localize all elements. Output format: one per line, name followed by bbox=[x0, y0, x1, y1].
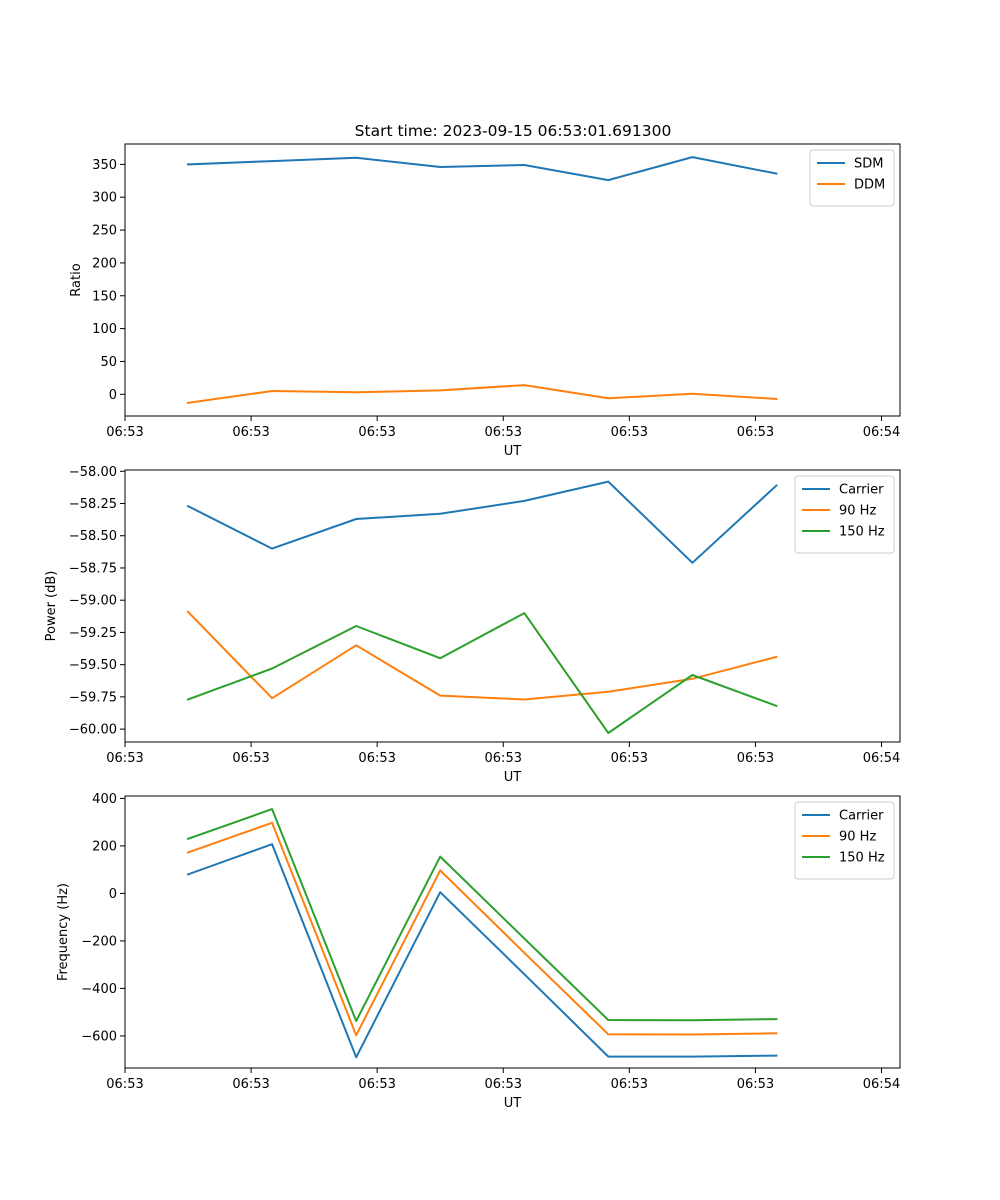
x-tick-label: 06:53 bbox=[485, 425, 522, 440]
series-line-carrier bbox=[186, 843, 778, 1059]
chart-title: Start time: 2023-09-15 06:53:01.691300 bbox=[355, 122, 672, 140]
series-line-150-hz bbox=[186, 612, 778, 734]
x-tick-label: 06:54 bbox=[863, 425, 900, 440]
legend-label: 150 Hz bbox=[839, 851, 885, 866]
legend-box bbox=[794, 801, 895, 880]
legend: SDM DDM bbox=[809, 149, 895, 207]
legend-label: DDM bbox=[854, 178, 885, 193]
legend-label: 90 Hz bbox=[839, 830, 876, 845]
y-tick-label: 200 bbox=[92, 256, 117, 271]
x-tick-label: 06:53 bbox=[485, 751, 522, 766]
axes-frame bbox=[124, 469, 901, 743]
x-tick-label: 06:53 bbox=[737, 1077, 774, 1092]
x-tick-label: 06:54 bbox=[863, 1077, 900, 1092]
x-tick-label: 06:53 bbox=[611, 1077, 648, 1092]
x-tick-label: 06:53 bbox=[232, 425, 269, 440]
y-tick-label: −400 bbox=[81, 982, 117, 997]
axes-frame bbox=[124, 143, 901, 417]
series-line-carrier bbox=[186, 480, 778, 564]
axes-frame bbox=[124, 795, 901, 1069]
x-tick-label: 06:53 bbox=[232, 1077, 269, 1092]
x-tick-label: 06:53 bbox=[358, 1077, 395, 1092]
legend-label: SDM bbox=[854, 157, 883, 172]
y-tick-label: 100 bbox=[92, 322, 117, 337]
x-tick-label: 06:53 bbox=[737, 425, 774, 440]
y-tick-label: −59.25 bbox=[69, 626, 117, 641]
y-tick-label: 250 bbox=[92, 224, 117, 239]
y-tick-label: 0 bbox=[109, 887, 117, 902]
y-tick-label: −59.75 bbox=[69, 690, 117, 705]
x-axis-label: UT bbox=[504, 770, 522, 785]
y-tick-label: −200 bbox=[81, 934, 117, 949]
legend-box bbox=[794, 475, 895, 554]
y-tick-label: 400 bbox=[92, 792, 117, 807]
y-tick-label: 150 bbox=[92, 289, 117, 304]
series-line-ddm bbox=[186, 384, 778, 405]
legend-label: 90 Hz bbox=[839, 504, 876, 519]
y-tick-label: 300 bbox=[92, 191, 117, 206]
y-tick-label: −59.00 bbox=[69, 594, 117, 609]
x-axis-label: UT bbox=[504, 444, 522, 459]
series-line-90-hz bbox=[186, 821, 778, 1037]
y-tick-label: 350 bbox=[92, 158, 117, 173]
y-tick-label: −58.25 bbox=[69, 497, 117, 512]
x-tick-label: 06:53 bbox=[106, 751, 143, 766]
y-tick-label: 50 bbox=[100, 355, 117, 370]
y-tick-label: −58.50 bbox=[69, 529, 117, 544]
y-tick-label: −58.75 bbox=[69, 561, 117, 576]
series-line-150-hz bbox=[186, 808, 778, 1022]
y-tick-label: −59.50 bbox=[69, 658, 117, 673]
legend: Carrier 90 Hz 150 Hz bbox=[794, 801, 895, 880]
x-tick-label: 06:53 bbox=[485, 1077, 522, 1092]
legend: Carrier 90 Hz 150 Hz bbox=[794, 475, 895, 554]
y-tick-label: −600 bbox=[81, 1029, 117, 1044]
subplot-2: 06:53 06:53 06:53 06:53 06:53 06:53 06:54 UT −58… bbox=[44, 465, 901, 785]
y-tick-label: −60.00 bbox=[69, 723, 117, 738]
x-axis-label: UT bbox=[504, 1096, 522, 1111]
x-tick-label: 06:53 bbox=[358, 425, 395, 440]
x-tick-label: 06:53 bbox=[358, 751, 395, 766]
x-tick-label: 06:54 bbox=[863, 751, 900, 766]
x-tick-label: 06:53 bbox=[611, 425, 648, 440]
legend-label: Carrier bbox=[839, 483, 884, 498]
x-tick-label: 06:53 bbox=[232, 751, 269, 766]
y-axis-label: Frequency (Hz) bbox=[56, 883, 71, 981]
x-tick-label: 06:53 bbox=[737, 751, 774, 766]
y-tick-label: −58.00 bbox=[69, 465, 117, 480]
y-axis-label: Ratio bbox=[69, 263, 84, 296]
y-tick-label: 0 bbox=[109, 388, 117, 403]
y-axis-label: Power (dB) bbox=[44, 571, 59, 642]
subplot-3: 06:53 06:53 06:53 06:53 06:53 06:53 06:54 UT 400… bbox=[56, 792, 901, 1111]
y-tick-label: 200 bbox=[92, 839, 117, 854]
x-tick-label: 06:53 bbox=[106, 1077, 143, 1092]
series-line-90-hz bbox=[186, 610, 778, 701]
x-tick-label: 06:53 bbox=[611, 751, 648, 766]
subplot-1: 06:53 06:53 06:53 06:53 06:53 06:53 06:54 UT 0 50… bbox=[69, 143, 901, 459]
legend-label: Carrier bbox=[839, 809, 884, 824]
legend-label: 150 Hz bbox=[839, 525, 885, 540]
x-tick-label: 06:53 bbox=[106, 425, 143, 440]
series-line-sdm bbox=[186, 156, 778, 182]
